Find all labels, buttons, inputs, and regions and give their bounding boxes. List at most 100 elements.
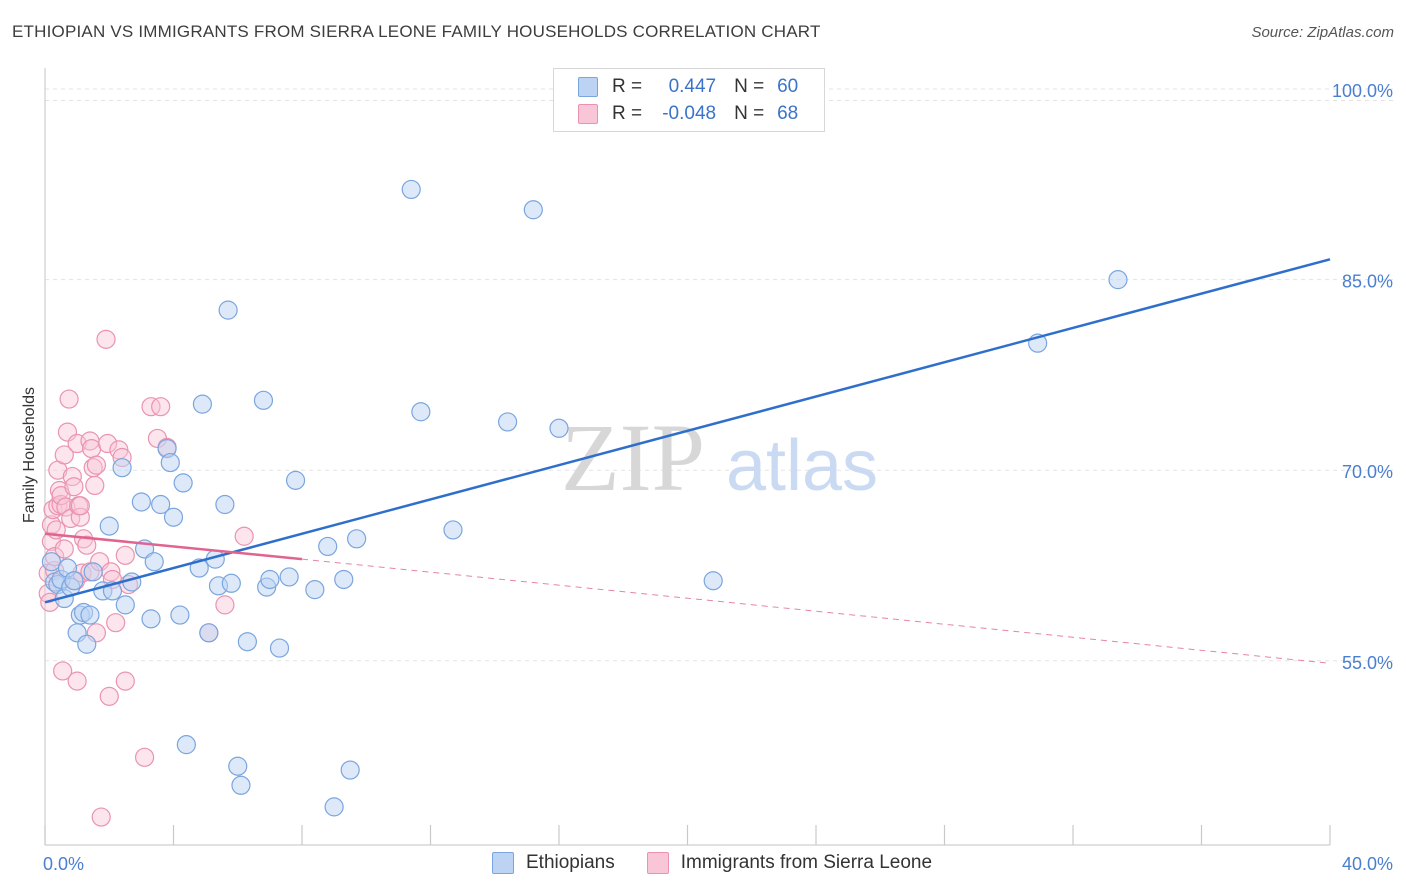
ethiopian-point — [334, 569, 354, 590]
ethiopian-point — [218, 300, 238, 320]
watermark: ZIP atlas — [561, 404, 878, 511]
ethiopians-swatch — [578, 77, 598, 97]
ethiopian-point — [77, 634, 97, 654]
sierra-leone-point — [151, 397, 171, 417]
sierra-leone-trend-extension — [301, 558, 1331, 664]
sierra-leone-point — [134, 747, 155, 767]
ethiopian-point — [340, 760, 360, 780]
legend-row-sierra-leone: R = -0.048 N = 68 — [578, 101, 798, 127]
watermark-zip: ZIP — [561, 404, 705, 511]
ethiopian-point — [115, 595, 135, 615]
sierra-leone-point — [85, 475, 105, 496]
x-tick-label: 40.0% — [1342, 854, 1393, 874]
ethiopian-point — [112, 458, 132, 478]
ethiopian-point — [64, 571, 84, 591]
sierra-leone-point — [115, 671, 135, 691]
y-tick-label: 70.0% — [1342, 462, 1393, 482]
ethiopian-point — [703, 571, 723, 591]
ethiopian-point — [192, 394, 213, 414]
ethiopian-point — [324, 797, 344, 817]
ethiopian-point — [318, 536, 338, 557]
sierra-leone-point — [141, 397, 161, 417]
sierra-leone-point — [106, 613, 126, 633]
ethiopian-point — [285, 470, 306, 490]
sierra-leone-point — [62, 466, 82, 487]
sierra-leone-point — [86, 455, 107, 475]
source-label: Source: ZipAtlas.com — [1251, 24, 1394, 41]
ethiopian-point — [411, 402, 431, 422]
ethiopian-point — [347, 529, 367, 549]
ethiopian-point — [151, 494, 171, 515]
ethiopian-point — [215, 494, 235, 515]
n-value-ethiopians: 60 — [777, 76, 799, 97]
ethiopian-point — [41, 552, 62, 572]
ethiopian-point — [269, 638, 290, 658]
sierra-leone-point — [54, 445, 74, 465]
correlation-legend: R = 0.447 N = 60 R = -0.048 N = 68 — [553, 68, 825, 132]
sierra-leone-point — [53, 661, 73, 681]
sierra-leone-point — [91, 807, 111, 827]
ethiopian-point — [260, 569, 280, 590]
ethiopian-point — [176, 735, 196, 755]
y-tick-label: 85.0% — [1342, 272, 1393, 292]
n-value-sierra-leone: 68 — [777, 103, 799, 124]
sierra-leone-point — [215, 595, 235, 615]
ethiopian-point — [401, 179, 421, 200]
trend-lines — [44, 258, 1331, 664]
legend-item-sierra-leone[interactable]: Immigrants from Sierra Leone — [646, 852, 933, 874]
ethiopian-point — [80, 605, 100, 625]
sierra-leone-point — [70, 507, 90, 527]
ethiopian-point — [279, 567, 299, 587]
sierra-leone-point — [99, 686, 119, 706]
legend-row-ethiopians: R = 0.447 N = 60 — [578, 74, 798, 100]
sierra-leone-point — [98, 433, 118, 454]
sierra-leone-point — [77, 535, 97, 555]
legend-label-sierra-leone: Immigrants from Sierra Leone — [680, 852, 933, 873]
ethiopian-point — [221, 573, 241, 593]
watermark-atlas: atlas — [726, 426, 878, 506]
ethiopian-point — [549, 418, 569, 438]
ethiopian-point — [144, 552, 164, 572]
sierra-leone-swatch — [578, 104, 598, 124]
sierra-leone-point — [59, 389, 79, 409]
legend-label-ethiopians: Ethiopians — [526, 852, 615, 873]
ethiopian-point — [228, 756, 248, 776]
sierra-leone-point — [115, 545, 135, 565]
axes — [44, 68, 1331, 846]
ethiopian-point — [99, 516, 119, 536]
ethiopian-point — [1108, 270, 1128, 290]
r-label: R = — [612, 76, 643, 97]
ethiopian-point — [523, 200, 543, 220]
ethiopians-trend-line — [44, 258, 1331, 604]
ethiopian-point — [305, 580, 325, 600]
ethiopian-point — [170, 605, 190, 625]
ethiopian-point — [163, 507, 184, 527]
sierra-leone-legend-swatch — [646, 852, 669, 874]
sierra-leone-point — [96, 329, 116, 349]
n-label: N = — [734, 76, 765, 97]
ethiopian-point — [231, 775, 251, 795]
r-value-sierra-leone: -0.048 — [662, 103, 717, 124]
ethiopian-point — [253, 390, 274, 410]
series-legend: Ethiopians Immigrants from Sierra Leone — [492, 852, 964, 874]
r-value-ethiopians: 0.447 — [668, 76, 717, 97]
n-label: N = — [734, 103, 765, 124]
sierra-leone-point — [81, 439, 102, 459]
r-label: R = — [612, 103, 643, 124]
sierra-leone-point — [234, 526, 254, 546]
ethiopian-point — [443, 520, 463, 540]
ethiopian-points — [41, 179, 1128, 817]
sierra-leone-point — [70, 496, 90, 516]
legend-item-ethiopians[interactable]: Ethiopians — [492, 852, 615, 874]
ethiopian-point — [160, 452, 180, 473]
ethiopian-point — [199, 623, 219, 643]
y-tick-label: 100.0% — [1332, 81, 1393, 101]
sierra-leone-point — [54, 539, 74, 559]
ethiopian-point — [498, 412, 518, 432]
ethiopian-point — [131, 492, 151, 512]
sierra-leone-point — [67, 671, 87, 691]
y-tick-label: 55.0% — [1342, 653, 1393, 673]
sierra-leone-point — [64, 477, 84, 497]
ethiopians-legend-swatch — [492, 852, 514, 874]
